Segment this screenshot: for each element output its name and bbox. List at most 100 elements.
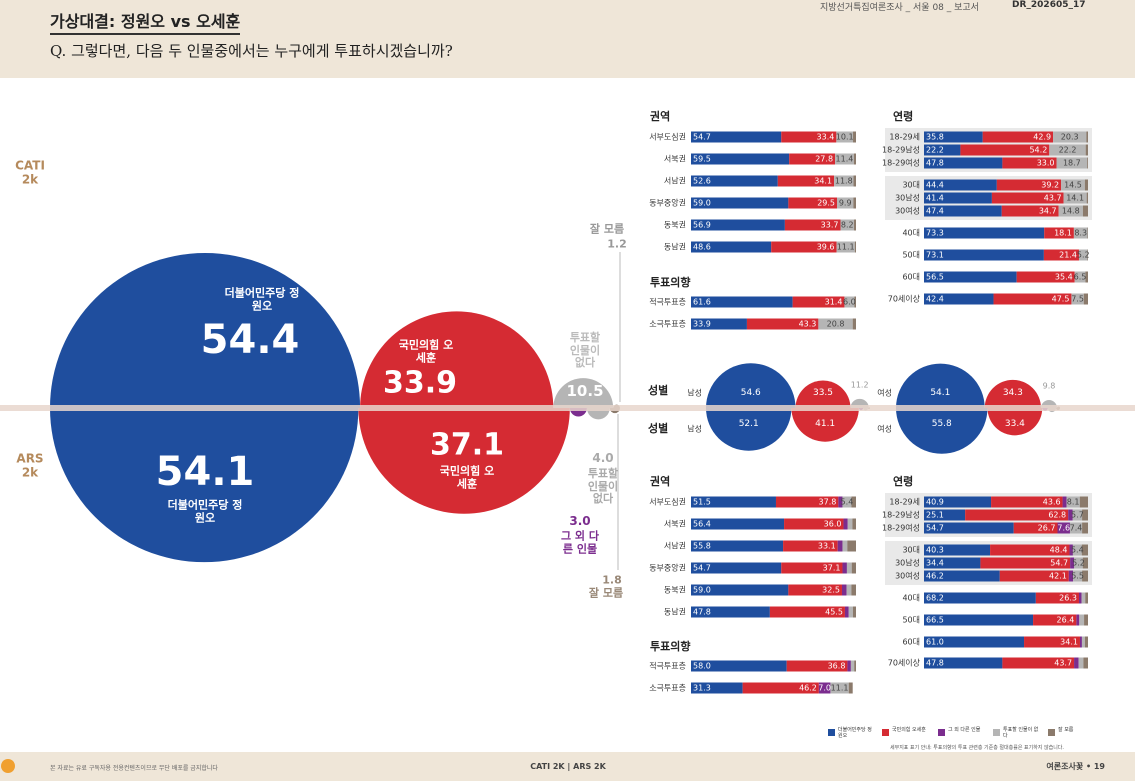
bar-segment (848, 606, 853, 618)
bar-segment (1079, 496, 1088, 508)
bar-segment (691, 197, 789, 209)
bar-segment (1062, 496, 1067, 508)
bubble-value: 4.0 (592, 451, 614, 465)
bar-segment (842, 562, 847, 574)
bar-value: 61.6 (693, 297, 711, 307)
bar-segment (742, 682, 819, 694)
bar-segment (924, 192, 992, 204)
bubble-name: 그 외 다른 인물 (560, 529, 600, 555)
bar-value: 40.9 (926, 497, 944, 507)
bar-segment (993, 293, 1072, 305)
bar-segment (1016, 271, 1075, 283)
bar-segment (1076, 614, 1080, 626)
legend-label: 잘 모름 (1058, 727, 1074, 733)
bar-segment (999, 570, 1069, 582)
bar-value: 54.2 (1029, 145, 1048, 155)
bar-segment (691, 318, 747, 330)
bar-segment (691, 682, 743, 694)
bar-value: 20.8 (826, 319, 845, 329)
bar-value: 66.5 (926, 615, 944, 625)
bubble (553, 378, 614, 408)
bubble-value: 37.1 (429, 427, 505, 463)
bar-segment (1082, 570, 1088, 582)
bar-segment (1056, 157, 1088, 169)
bubble-name: 국민의힘 오세훈 (398, 338, 454, 364)
category-label: 서남권 (663, 541, 686, 551)
bar-value: 59.0 (693, 198, 711, 208)
bar-segment (854, 219, 856, 231)
bar-value: 43.7 (1043, 193, 1062, 203)
bar-segment (1079, 636, 1082, 648)
bar-value: 35.8 (926, 132, 944, 142)
bar-value: 25.1 (926, 510, 944, 520)
bar-segment (924, 544, 991, 556)
bar-segment (691, 540, 784, 552)
bar-value: 33.4 (816, 132, 835, 142)
bar-segment (792, 296, 845, 308)
bubble (706, 408, 792, 451)
bar-segment (924, 131, 983, 143)
bar-segment (830, 682, 849, 694)
category-label: 40대 (902, 228, 920, 238)
bar-value: 18.7 (1062, 158, 1081, 168)
bar-segment (924, 522, 1014, 534)
bar-value: 59.5 (693, 154, 711, 164)
bar-value: 47.8 (693, 607, 711, 617)
bar-segment (924, 592, 1036, 604)
bar-segment (846, 584, 852, 596)
bar-value: 35.4 (1054, 272, 1073, 282)
bar-value: 31.3 (693, 683, 711, 693)
bar-value: 8.3 (1074, 228, 1088, 238)
bubble (705, 363, 796, 408)
bar-segment (848, 682, 853, 694)
category-label: 서부도심권 (649, 497, 686, 507)
category-label: 서북권 (663, 519, 686, 529)
bar-value: 43.6 (1042, 497, 1061, 507)
bubble-name: 더불어민주당 정원오 (224, 286, 300, 312)
bar-segment (844, 606, 849, 618)
category-label: 남성 (687, 388, 702, 398)
bar-segment (1072, 544, 1082, 556)
bar-value: 47.8 (926, 658, 944, 668)
bar-value: 37.1 (822, 563, 841, 573)
bar-segment (1081, 592, 1086, 604)
bar-value: 39.2 (1041, 180, 1060, 190)
bar-value: 47.4 (926, 206, 944, 216)
bar-segment (924, 205, 1002, 217)
bar-segment (838, 496, 843, 508)
header-band (0, 0, 1135, 78)
bubble-value: 34.3 (1002, 388, 1023, 398)
bar-value: 27.8 (815, 154, 834, 164)
legend-swatch (993, 729, 1000, 736)
bubble (50, 408, 359, 563)
bar-value: 14.5 (1064, 180, 1082, 190)
bar-segment (852, 606, 856, 618)
category-label: 18-29세 (889, 132, 920, 142)
bar-segment (1085, 592, 1088, 604)
bar-value: 68.2 (926, 593, 944, 603)
bar-segment (924, 557, 981, 569)
logo-mark (1, 759, 15, 773)
bar-segment (835, 153, 854, 165)
bar-value: 51.5 (693, 497, 711, 507)
section-title: 권역 (650, 475, 671, 488)
bar-segment (1082, 205, 1088, 217)
bar-segment (1070, 557, 1075, 569)
bar-value: 39.6 (816, 242, 835, 252)
bar-value: 7.4 (1069, 523, 1083, 533)
bar-value: 54.7 (1050, 558, 1069, 568)
bar-segment (1057, 522, 1070, 534)
category-label: 동남권 (663, 607, 686, 617)
bar-value: 8.1 (1066, 497, 1080, 507)
bar-value: 46.2 (799, 683, 817, 693)
category-label: 여성 (877, 388, 892, 398)
bubble (987, 408, 1043, 436)
bar-segment (1001, 205, 1059, 217)
bar-segment (1084, 179, 1088, 191)
bar-value: 56.4 (693, 519, 711, 529)
bar-segment (837, 540, 843, 552)
bar-value: 29.5 (817, 198, 836, 208)
legend-label: 투표할 인물이 없다 (1003, 727, 1039, 739)
bar-segment (691, 496, 776, 508)
question: Q. 그렇다면, 다음 두 인물중에서는 누구에게 투표하시겠습니까? (50, 42, 453, 60)
